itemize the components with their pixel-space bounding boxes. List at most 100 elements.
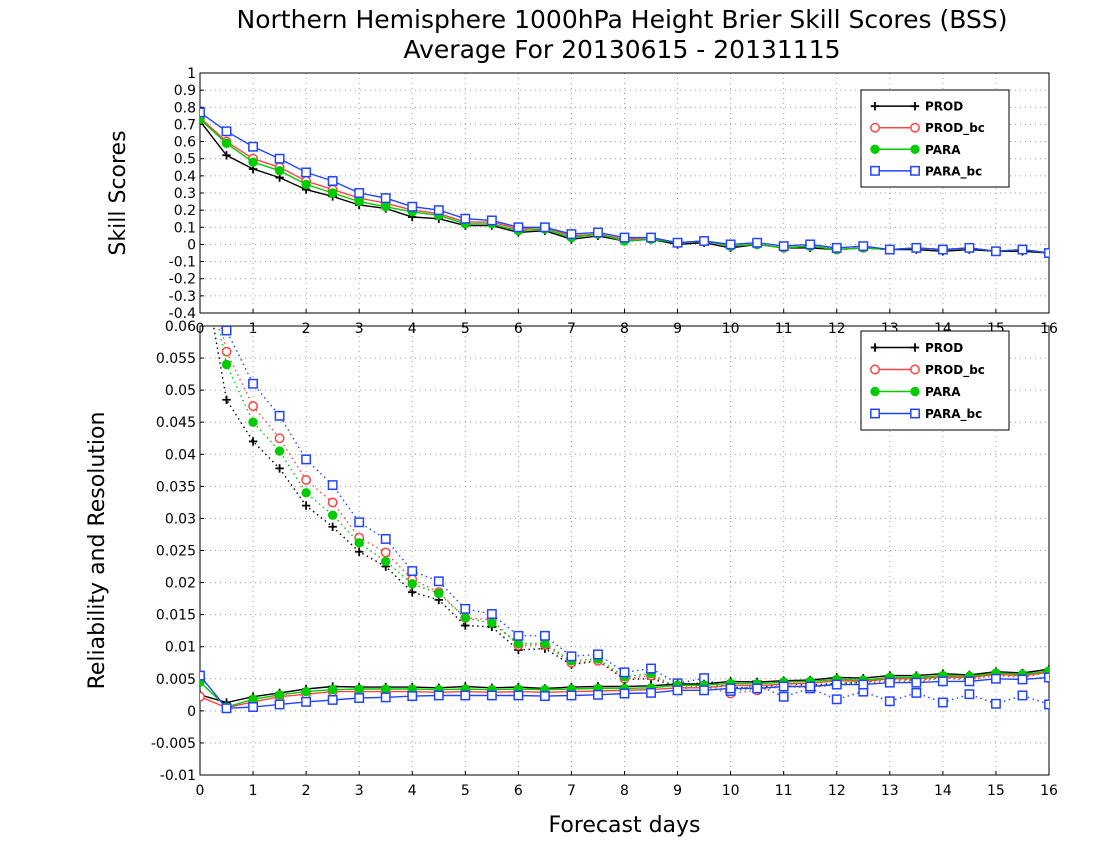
data-point-para-bc-reliability bbox=[1017, 674, 1028, 685]
data-point-para-resolution bbox=[407, 579, 417, 589]
x-tick-label: 6 bbox=[514, 321, 523, 337]
data-point-para-bc-resolution bbox=[380, 534, 391, 544]
data-point-para-bc bbox=[672, 237, 683, 248]
data-point-para-bc-reliability bbox=[354, 693, 365, 703]
y-tick-label: 0.015 bbox=[156, 608, 196, 624]
legend-label: PARA bbox=[925, 143, 961, 157]
legend-item-prod-bc: PROD_bc bbox=[870, 121, 985, 136]
series-group bbox=[200, 107, 1049, 258]
y-tick-label: -0.2 bbox=[169, 272, 196, 288]
data-point-para-bc bbox=[327, 176, 338, 186]
data-point-para-resolution bbox=[460, 613, 471, 623]
data-point-para-bc bbox=[1017, 244, 1028, 255]
legend-item-prod-bc: PROD_bc bbox=[870, 363, 985, 378]
legend-marker bbox=[910, 101, 920, 111]
data-point-prod-resolution bbox=[248, 437, 258, 446]
legend-marker bbox=[910, 144, 920, 154]
data-point-para-bc bbox=[831, 242, 842, 253]
data-point-para-bc bbox=[221, 126, 232, 137]
data-point-para-bc-reliability bbox=[752, 683, 763, 694]
data-point-para-bc bbox=[248, 141, 259, 152]
data-point-para-bc-resolution bbox=[566, 651, 577, 662]
data-point-para-bc-reliability bbox=[433, 690, 444, 701]
legend-label: PROD_bc bbox=[925, 363, 985, 378]
data-point-para-bc-reliability bbox=[725, 683, 736, 694]
y-tick-label: 0.005 bbox=[156, 672, 196, 688]
data-point-para-bc bbox=[619, 232, 630, 243]
y-tick-label: 0.04 bbox=[165, 447, 196, 463]
data-point-para-bc-reliability bbox=[407, 691, 418, 702]
data-point-para-bc-reliability bbox=[221, 703, 232, 714]
y-tick-label: 0.9 bbox=[174, 83, 196, 99]
y-tick-label: 0.03 bbox=[165, 511, 196, 527]
data-point-para-bc bbox=[200, 107, 205, 118]
data-point-para-bc-resolution bbox=[539, 630, 550, 641]
legend-item-para-bc: PARA_bc bbox=[870, 407, 982, 422]
x-tick-label: 1 bbox=[249, 321, 258, 337]
data-point-para-bc-reliability bbox=[831, 679, 842, 690]
y-tick-label: 0.02 bbox=[165, 576, 196, 592]
x-tick-label: 15 bbox=[987, 783, 1005, 799]
y-tick-label: 0.2 bbox=[174, 203, 196, 219]
data-point-para-bc bbox=[407, 201, 418, 212]
data-point-para-resolution bbox=[301, 488, 311, 498]
y-tick-label: 0.5 bbox=[174, 152, 196, 168]
x-tick-label: 7 bbox=[567, 321, 576, 337]
data-point-para-bc-reliability bbox=[486, 690, 497, 701]
y-tick-label: -0.1 bbox=[169, 255, 196, 271]
y-ticks: -0.4-0.3-0.2-0.100.10.20.30.40.50.60.70.… bbox=[169, 66, 204, 322]
data-point-para-bc-resolution bbox=[248, 378, 259, 389]
data-point-para-bc-reliability bbox=[672, 685, 683, 696]
data-point-para-bc-resolution bbox=[407, 566, 418, 576]
data-point-para-bc bbox=[486, 215, 497, 226]
x-tick-label: 4 bbox=[408, 321, 417, 337]
skill-scores-panel: -0.4-0.3-0.2-0.100.10.20.30.40.50.60.70.… bbox=[106, 66, 1058, 337]
legend-marker bbox=[870, 343, 880, 352]
data-point-para-reliability bbox=[381, 684, 391, 694]
x-axis-label: Forecast days bbox=[548, 813, 700, 838]
data-point-para-bc bbox=[460, 213, 471, 224]
data-point-para-bc-resolution bbox=[221, 326, 232, 336]
data-point-para bbox=[301, 179, 311, 190]
series-para-bc-reliability bbox=[200, 670, 1049, 714]
data-point-para-bc bbox=[964, 242, 975, 253]
data-point-para-bc bbox=[937, 244, 948, 255]
legend-marker bbox=[910, 386, 920, 397]
legend-label: PARA_bc bbox=[925, 164, 982, 179]
data-point-para-bc-reliability bbox=[460, 690, 471, 701]
data-point-para-bc-resolution bbox=[1044, 699, 1049, 710]
data-point-para-bc-resolution bbox=[911, 687, 922, 698]
y-tick-label: -0.3 bbox=[169, 289, 196, 305]
legend-marker bbox=[870, 408, 880, 419]
legend-marker bbox=[910, 122, 920, 133]
legend-label: PARA_bc bbox=[925, 407, 982, 422]
data-point-para-bc bbox=[539, 222, 550, 233]
x-tick-label: 6 bbox=[514, 783, 523, 799]
data-point-para-bc-reliability bbox=[380, 692, 391, 703]
data-point-prod-resolution bbox=[275, 464, 284, 473]
data-point-prod-bc-reliability bbox=[200, 691, 205, 702]
data-point-para-bc-reliability bbox=[990, 673, 1001, 684]
x-tick-label: 7 bbox=[567, 783, 576, 799]
data-point-para-bc bbox=[752, 237, 763, 248]
y-tick-label: -0.4 bbox=[169, 306, 196, 322]
x-tick-label: 3 bbox=[355, 783, 364, 799]
x-tick-label: 12 bbox=[828, 783, 846, 799]
data-point-para-bc-reliability bbox=[566, 690, 577, 701]
y-ticks: -0.01 -0.005 0 0.005 0.01 0.015 0.02 0.025 0.03 0… bbox=[151, 319, 204, 784]
data-point-para bbox=[327, 188, 338, 198]
data-point-para-bc-resolution bbox=[937, 697, 948, 708]
x-tick-label: 13 bbox=[881, 783, 899, 799]
data-point-para-bc-resolution bbox=[778, 691, 789, 702]
y-tick-label: 0.035 bbox=[156, 479, 196, 495]
legend: PROD PROD_bc PARA PARA_bc bbox=[860, 89, 1010, 188]
x-tick-label: 14 bbox=[934, 783, 952, 799]
data-point-para-bc-resolution bbox=[964, 689, 975, 700]
legend-item-para: PARA bbox=[870, 143, 961, 157]
y-tick-label: 0.01 bbox=[165, 640, 196, 656]
data-point-para-bc-resolution bbox=[831, 694, 842, 705]
y-tick-label: 0.06 bbox=[165, 319, 196, 335]
data-point-para-bc-resolution bbox=[354, 517, 365, 528]
data-point-para-bc bbox=[1044, 248, 1049, 258]
